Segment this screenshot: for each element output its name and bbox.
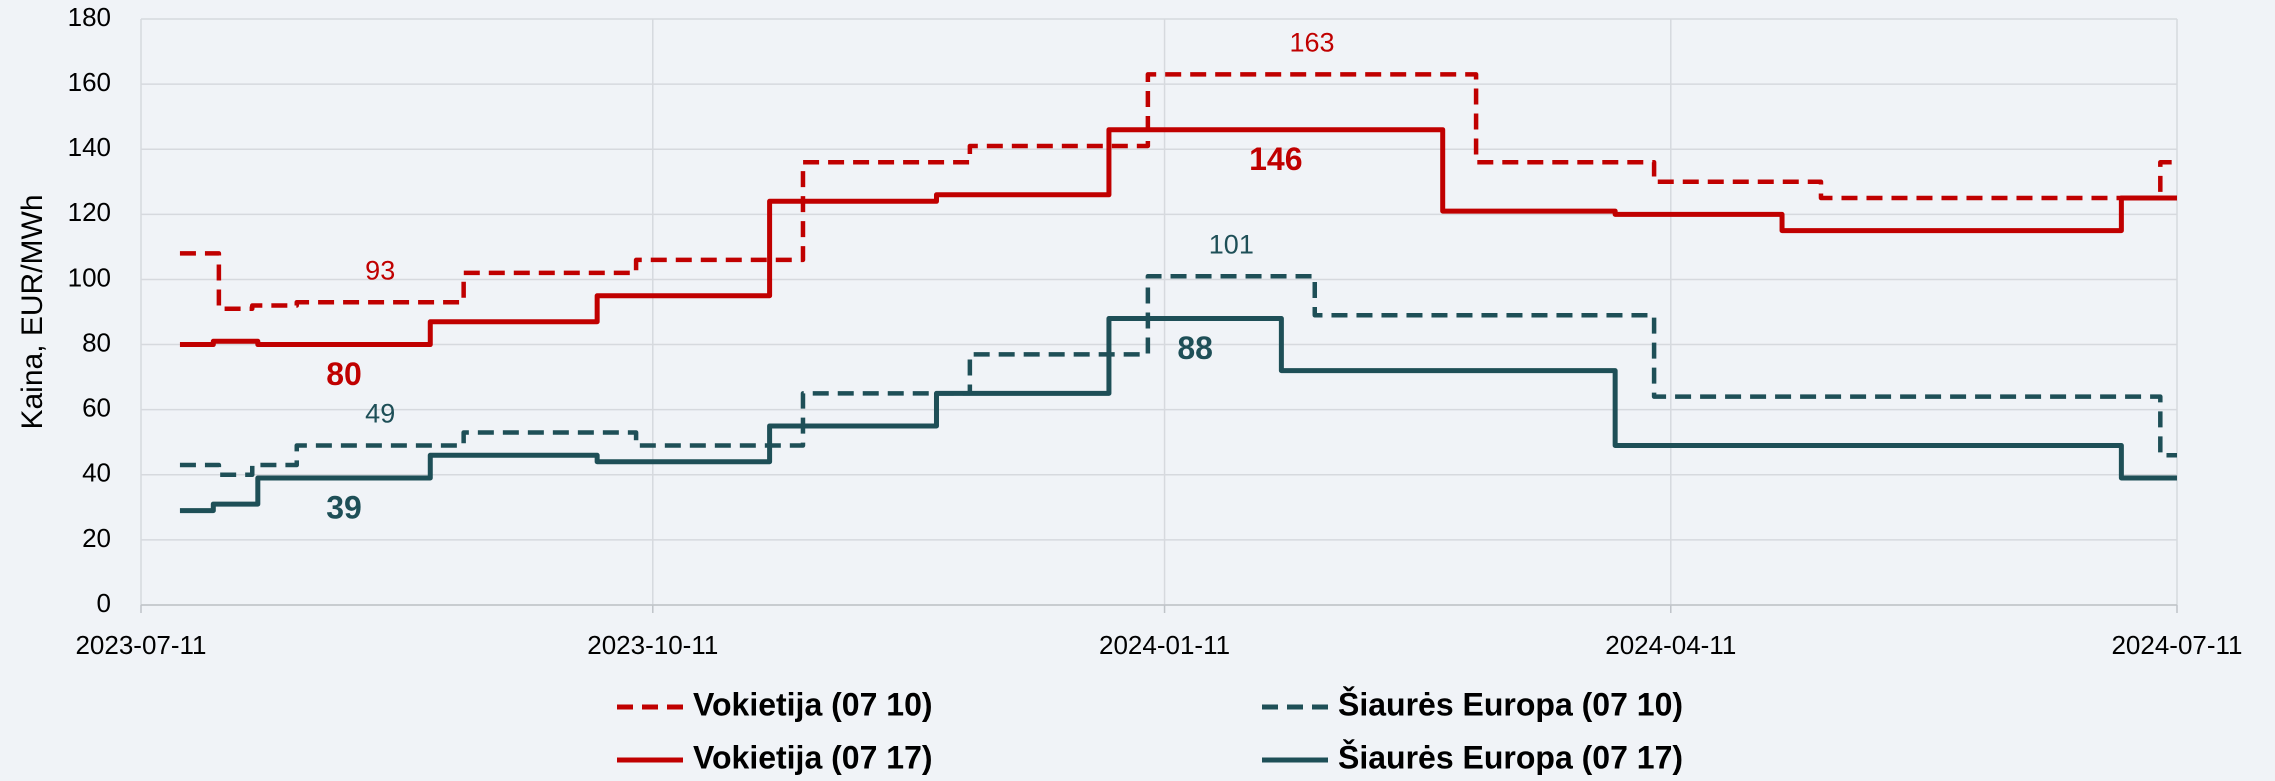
data-label: 80 [326,356,362,392]
y-tick-label: 180 [68,2,111,32]
series-line [179,316,2177,514]
data-label: 39 [326,489,362,525]
x-tick-label: 2024-07-11 [2111,630,2242,660]
data-label: 88 [1177,330,1213,366]
data-label: 93 [365,255,395,285]
x-tick-label: 2023-07-11 [75,630,206,660]
data-label: 163 [1289,27,1334,57]
data-label: 146 [1249,141,1302,177]
y-tick-label: 100 [68,262,111,292]
data-label: 101 [1209,229,1254,259]
legend-label: Vokietija (07 10) [693,686,933,722]
series-line [179,127,2177,348]
series-line [179,273,2177,478]
y-tick-label: 20 [82,523,111,553]
y-tick-label: 0 [97,588,111,618]
x-tick-label: 2023-10-11 [587,630,718,660]
legend-label: Šiaurės Europa (07 10) [1338,686,1683,722]
x-tick-label: 2024-01-11 [1099,630,1230,660]
legend-label: Vokietija (07 17) [693,739,933,775]
x-tick-label: 2024-04-11 [1605,630,1736,660]
series-line [179,72,2177,311]
legend-label: Šiaurės Europa (07 17) [1338,739,1683,775]
y-tick-label: 60 [82,393,111,423]
data-label: 49 [365,399,395,429]
y-tick-label: 120 [68,197,111,227]
y-tick-label: 40 [82,458,111,488]
y-tick-label: 80 [82,327,111,357]
y-tick-label: 160 [68,67,111,97]
y-tick-label: 140 [68,132,111,162]
y-axis-label: Kaina, EUR/MWh [16,194,49,429]
